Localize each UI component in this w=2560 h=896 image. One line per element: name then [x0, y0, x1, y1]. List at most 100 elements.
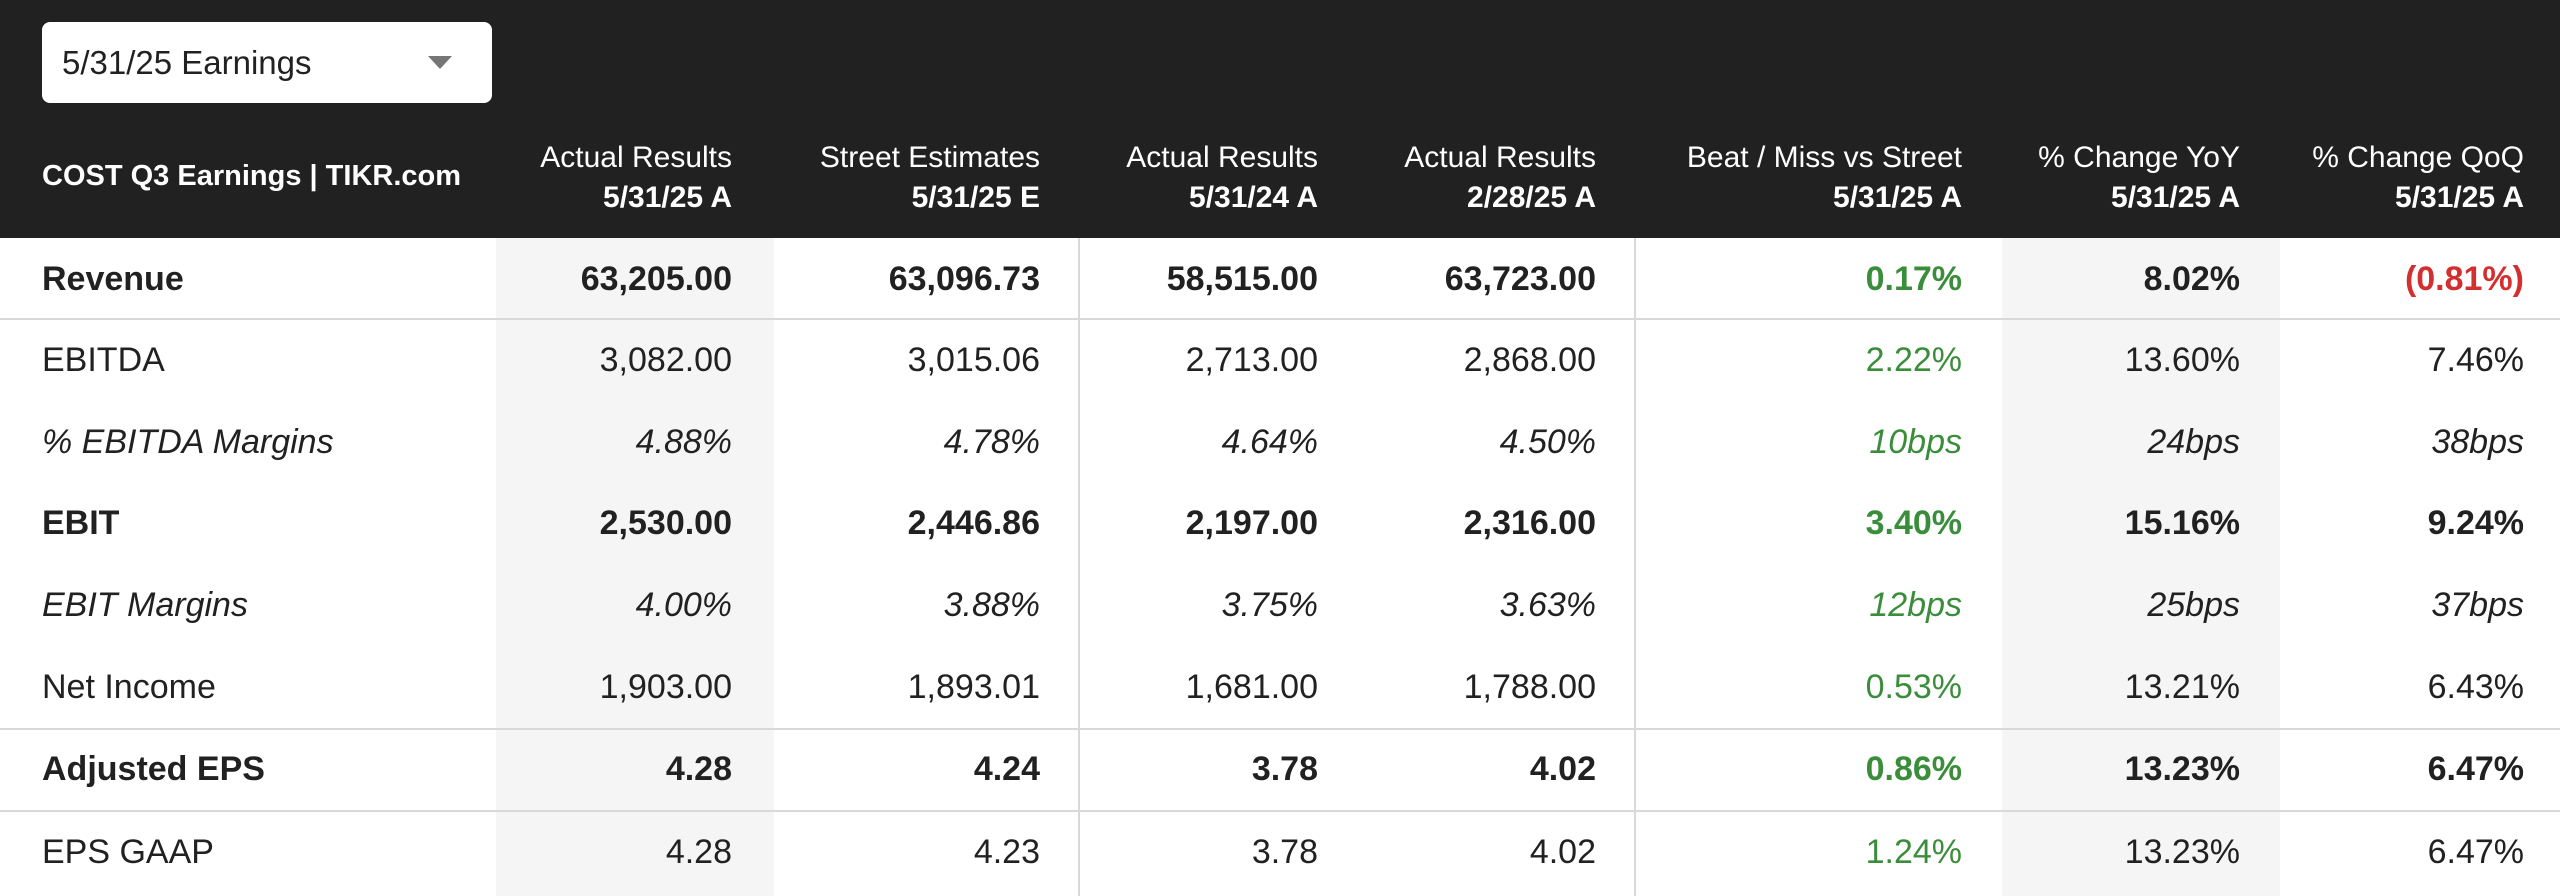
column-header-line2: 5/31/24 A [1189, 181, 1318, 214]
table-cell: 4.02 [1529, 750, 1596, 788]
row-label: EPS GAAP [42, 833, 214, 871]
shaded-column [496, 238, 774, 896]
row-label: EBIT [42, 504, 120, 542]
table-cell: 1.24% [1865, 833, 1962, 871]
column-header-actual-5-31-25: Actual Results 5/31/25 A [540, 138, 732, 218]
table-cell: 13.23% [2124, 750, 2240, 788]
table-cell: 4.64% [1221, 423, 1318, 461]
table-cell: 4.00% [635, 586, 732, 624]
table-cell: 10bps [1869, 423, 1962, 461]
table-title: COST Q3 Earnings | TIKR.com [42, 160, 462, 192]
table-cell: 2,197.00 [1185, 504, 1318, 542]
table-cell: 6.47% [2427, 833, 2524, 871]
column-header-line2: 5/31/25 E [911, 181, 1040, 214]
table-row[interactable]: EBIT Margins 4.00% 3.88% 3.75% 3.63% 12bps 25b… [0, 564, 2560, 646]
table-cell: 3.88% [943, 586, 1040, 624]
table-cell: 4.88% [635, 423, 732, 461]
table-cell: 1,893.01 [907, 668, 1040, 706]
table-cell: 8.02% [2143, 260, 2240, 298]
column-header-beat-miss: Beat / Miss vs Street 5/31/25 A [1687, 138, 1962, 218]
table-cell: 25bps [2147, 586, 2240, 624]
column-header-change-qoq: % Change QoQ 5/31/25 A [2312, 138, 2524, 218]
table-cell: 4.28 [665, 750, 732, 788]
table-cell: 3,015.06 [907, 341, 1040, 379]
table-cell: 0.53% [1865, 668, 1962, 706]
table-cell: 4.78% [943, 423, 1040, 461]
period-dropdown[interactable]: 5/31/25 Earnings [42, 22, 492, 103]
row-label: EBIT Margins [42, 586, 248, 624]
table-cell: 2,713.00 [1185, 341, 1318, 379]
row-divider [0, 318, 2560, 320]
table-cell: 4.50% [1499, 423, 1596, 461]
table-cell: 6.43% [2427, 668, 2524, 706]
column-header-line1: % Change YoY [2038, 141, 2240, 174]
table-cell: 3.78 [1251, 833, 1318, 871]
table-row[interactable]: % EBITDA Margins 4.88% 4.78% 4.64% 4.50% 10bp… [0, 401, 2560, 483]
column-header-line1: Street Estimates [819, 141, 1040, 174]
table-cell: 3,082.00 [599, 341, 732, 379]
table-cell: 2,530.00 [599, 504, 732, 542]
table-cell: 63,205.00 [580, 260, 732, 298]
table-cell: 4.28 [665, 833, 732, 871]
table-row[interactable]: Net Income 1,903.00 1,893.01 1,681.00 1,788.… [0, 646, 2560, 728]
table-cell: 37bps [2431, 586, 2524, 624]
table-cell: (0.81%) [2404, 260, 2524, 298]
column-header-line1: Actual Results [1404, 141, 1596, 174]
row-label: % EBITDA Margins [42, 423, 334, 461]
table-cell: 13.21% [2124, 668, 2240, 706]
table-cell: 2,446.86 [907, 504, 1040, 542]
table-cell: 63,096.73 [888, 260, 1040, 298]
row-label: EBITDA [42, 341, 165, 379]
column-header-line2: 5/31/25 A [2111, 181, 2240, 214]
period-dropdown-value: 5/31/25 Earnings [62, 44, 312, 81]
table-cell: 4.02 [1529, 833, 1596, 871]
table-cell: 2,868.00 [1463, 341, 1596, 379]
table-cell: 13.60% [2124, 341, 2240, 379]
table-row[interactable]: Revenue 63,205.00 63,096.73 58,515.00 63,723… [0, 238, 2560, 320]
column-header-line2: 2/28/25 A [1467, 181, 1596, 214]
table-cell: 9.24% [2427, 504, 2524, 542]
column-header-line1: Actual Results [540, 141, 732, 174]
table-cell: 12bps [1869, 586, 1962, 624]
table-cell: 24bps [2147, 423, 2240, 461]
table-cell: 63,723.00 [1444, 260, 1596, 298]
column-header-actual-5-31-24: Actual Results 5/31/24 A [1126, 138, 1318, 218]
table-cell: 3.40% [1865, 504, 1962, 542]
column-header-line1: Actual Results [1126, 141, 1318, 174]
row-divider [0, 728, 2560, 730]
column-divider [1078, 238, 1080, 896]
table-row[interactable]: EBITDA 3,082.00 3,015.06 2,713.00 2,868.00 2.… [0, 319, 2560, 401]
table-cell: 38bps [2431, 423, 2524, 461]
table-cell: 3.78 [1251, 750, 1318, 788]
column-header-line2: 5/31/25 A [603, 181, 732, 214]
row-label: Net Income [42, 668, 216, 706]
table-cell: 13.23% [2124, 833, 2240, 871]
row-label: Adjusted EPS [42, 750, 265, 788]
table-cell: 7.46% [2427, 341, 2524, 379]
table-row[interactable]: Adjusted EPS 4.28 4.24 3.78 4.02 0.86% 13.23% 6… [0, 728, 2560, 810]
table-cell: 4.24 [973, 750, 1040, 788]
table-cell: 1,903.00 [599, 668, 732, 706]
column-header-line2: 5/31/25 A [2395, 181, 2524, 214]
table-cell: 2.22% [1865, 341, 1962, 379]
table-cell: 1,788.00 [1463, 668, 1596, 706]
table-row[interactable]: EBIT 2,530.00 2,446.86 2,197.00 2,316.00 3.40… [0, 482, 2560, 564]
column-header-change-yoy: % Change YoY 5/31/25 A [2038, 138, 2240, 218]
row-divider [0, 810, 2560, 812]
column-header-line1: % Change QoQ [2312, 141, 2524, 174]
table-cell: 0.86% [1865, 750, 1962, 788]
column-divider [1634, 238, 1636, 896]
table-cell: 1,681.00 [1185, 668, 1318, 706]
column-header-line1: Beat / Miss vs Street [1686, 141, 1962, 174]
column-header-line2: 5/31/25 A [1833, 181, 1962, 214]
table-cell: 3.75% [1221, 586, 1318, 624]
table-row[interactable]: EPS GAAP 4.28 4.23 3.78 4.02 1.24% 13.23% 6.47% [0, 811, 2560, 893]
column-header-street-estimates: Street Estimates 5/31/25 E [820, 138, 1040, 218]
chevron-down-icon [428, 56, 452, 69]
table-cell: 15.16% [2124, 504, 2240, 542]
table-cell: 6.47% [2427, 750, 2524, 788]
table-header: 5/31/25 Earnings COST Q3 Earnings | TIKR… [0, 0, 2560, 238]
row-label: Revenue [42, 260, 184, 298]
table-cell: 4.23 [973, 833, 1040, 871]
table-cell: 2,316.00 [1463, 504, 1596, 542]
